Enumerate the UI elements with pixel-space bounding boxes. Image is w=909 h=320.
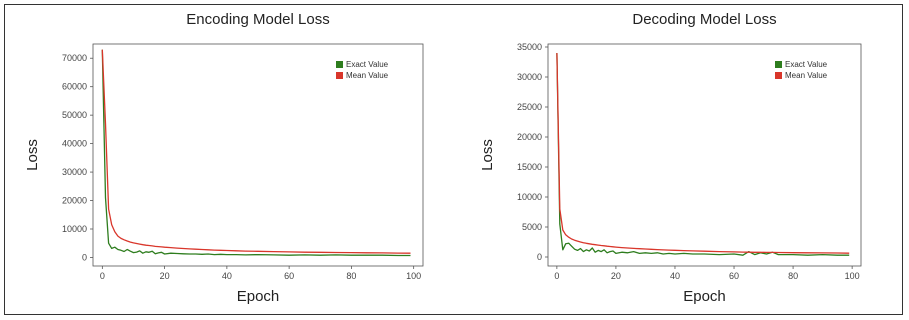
x-tick-label: 60 bbox=[284, 271, 294, 281]
y-axis-title: Loss bbox=[24, 139, 41, 171]
series-line-exact-value bbox=[556, 52, 850, 256]
y-tick-label: 60000 bbox=[62, 82, 87, 92]
legend-swatch bbox=[775, 61, 782, 68]
y-tick-label: 50000 bbox=[62, 110, 87, 120]
series-line-mean-value bbox=[101, 49, 411, 254]
y-tick-label: 30000 bbox=[62, 167, 87, 177]
x-tick-label: 0 bbox=[100, 271, 105, 281]
y-tick-label: 10000 bbox=[62, 224, 87, 234]
y-tick-label: 30000 bbox=[517, 72, 542, 82]
x-axis-title: Epoch bbox=[683, 288, 726, 305]
chart-title: Encoding Model Loss bbox=[186, 11, 329, 28]
series-line-exact-value bbox=[101, 49, 411, 257]
y-tick-label: 15000 bbox=[517, 162, 542, 172]
y-tick-label: 0 bbox=[82, 252, 87, 262]
encoding-loss-chart: Encoding Model Loss 0 20 40 60 80 100 0 10000 200… bbox=[24, 11, 424, 305]
x-axis-title: Epoch bbox=[237, 288, 280, 305]
legend-label: Exact Value bbox=[346, 60, 389, 69]
x-tick-label: 20 bbox=[160, 271, 170, 281]
plot-area-frame bbox=[547, 43, 862, 267]
decoding-loss-chart: Decoding Model Loss 0 20 40 60 80 100 0 5000 1000… bbox=[479, 11, 862, 305]
legend-label: Exact Value bbox=[785, 60, 828, 69]
x-tick-label: 0 bbox=[554, 271, 559, 281]
y-tick-label: 10000 bbox=[517, 192, 542, 202]
plot-area-frame bbox=[92, 43, 424, 267]
chart-title: Decoding Model Loss bbox=[632, 11, 776, 28]
legend-label: Mean Value bbox=[785, 71, 828, 80]
x-tick-label: 60 bbox=[729, 271, 739, 281]
y-tick-label: 70000 bbox=[62, 53, 87, 63]
series-line-mean-value bbox=[556, 52, 850, 254]
x-tick-label: 20 bbox=[611, 271, 621, 281]
legend-swatch bbox=[336, 61, 343, 68]
y-tick-label: 35000 bbox=[517, 42, 542, 52]
legend-swatch bbox=[775, 72, 782, 79]
y-tick-label: 25000 bbox=[517, 102, 542, 112]
x-tick-label: 40 bbox=[670, 271, 680, 281]
legend-label: Mean Value bbox=[346, 71, 389, 80]
x-tick-label: 80 bbox=[788, 271, 798, 281]
y-tick-label: 0 bbox=[537, 252, 542, 262]
x-tick-label: 40 bbox=[222, 271, 232, 281]
y-tick-label: 20000 bbox=[62, 196, 87, 206]
x-tick-label: 100 bbox=[406, 271, 421, 281]
y-axis-title: Loss bbox=[479, 139, 496, 171]
y-tick-label: 5000 bbox=[522, 222, 542, 232]
y-tick-label: 20000 bbox=[517, 132, 542, 142]
figure-frame: Encoding Model Loss 0 20 40 60 80 100 0 10000 200… bbox=[4, 4, 903, 315]
y-tick-label: 40000 bbox=[62, 139, 87, 149]
x-tick-label: 100 bbox=[845, 271, 860, 281]
legend-swatch bbox=[336, 72, 343, 79]
x-tick-label: 80 bbox=[346, 271, 356, 281]
